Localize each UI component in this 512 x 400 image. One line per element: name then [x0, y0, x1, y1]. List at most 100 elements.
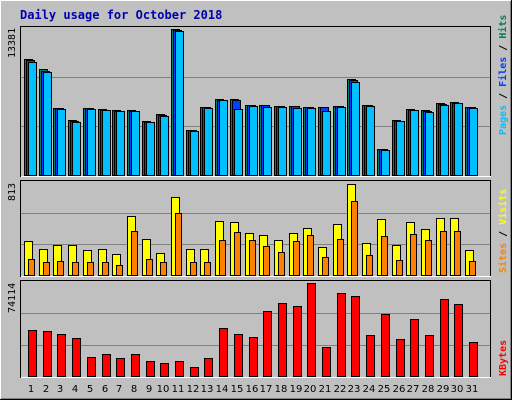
hits-ymax-label: 13381 — [7, 28, 18, 58]
bars — [24, 29, 478, 377]
bar-sites-12 — [190, 262, 197, 276]
bar-sites-6 — [102, 262, 109, 276]
bar-kbytes-30 — [454, 304, 463, 377]
bar-kbytes-17 — [263, 311, 272, 377]
x-label-day-6: 6 — [102, 384, 108, 395]
bar-sites-26 — [396, 260, 403, 276]
bar-sites-9 — [146, 259, 153, 276]
legend-sites: Sites — [497, 243, 509, 273]
bar-kbytes-7 — [116, 358, 125, 377]
x-label-day-4: 4 — [72, 384, 78, 395]
x-label-day-22: 22 — [334, 384, 347, 395]
bar-pages-8 — [131, 111, 140, 176]
bar-pages-22 — [337, 107, 346, 176]
bar-pages-24 — [366, 106, 375, 176]
x-label-day-16: 16 — [246, 384, 259, 395]
x-label-day-14: 14 — [216, 384, 229, 395]
x-label-day-19: 19 — [290, 384, 303, 395]
bar-sites-5 — [87, 262, 94, 276]
bar-sites-30 — [454, 231, 461, 276]
bar-kbytes-16 — [249, 337, 258, 377]
bar-kbytes-27 — [410, 319, 419, 377]
x-label-day-11: 11 — [172, 384, 185, 395]
bar-kbytes-25 — [381, 314, 390, 377]
bar-sites-7 — [116, 265, 123, 276]
kbytes-ymax-label: 74114 — [7, 283, 18, 313]
legend-sites-visits: Sites / Visits — [497, 189, 509, 273]
bar-pages-2 — [43, 72, 52, 176]
bar-pages-25 — [381, 150, 390, 176]
bar-pages-12 — [190, 131, 199, 176]
legend-visits: Visits — [497, 189, 509, 225]
bar-sites-20 — [307, 235, 314, 276]
x-label-day-3: 3 — [57, 384, 63, 395]
x-label-day-31: 31 — [466, 384, 479, 395]
bar-pages-5 — [87, 109, 96, 176]
bar-pages-11 — [175, 31, 184, 176]
bar-kbytes-15 — [234, 334, 243, 377]
bar-sites-15 — [234, 232, 241, 276]
bar-kbytes-28 — [425, 335, 434, 377]
x-label-day-23: 23 — [348, 384, 361, 395]
bar-kbytes-20 — [307, 283, 316, 377]
bar-pages-3 — [57, 109, 66, 176]
x-label-day-5: 5 — [87, 384, 93, 395]
bar-kbytes-18 — [278, 303, 287, 377]
x-label-day-12: 12 — [187, 384, 200, 395]
bar-kbytes-12 — [190, 367, 199, 377]
bar-pages-6 — [102, 110, 111, 176]
bar-pages-21 — [322, 111, 331, 176]
x-label-day-18: 18 — [275, 384, 288, 395]
legend-kbytes: KBytes — [498, 340, 509, 376]
bar-sites-16 — [249, 240, 256, 276]
bar-pages-1 — [28, 62, 37, 176]
bar-kbytes-1 — [28, 330, 37, 377]
bar-pages-9 — [146, 122, 155, 176]
x-label-day-29: 29 — [437, 384, 450, 395]
x-label-day-10: 10 — [157, 384, 170, 395]
bar-kbytes-13 — [204, 358, 213, 377]
bar-kbytes-10 — [160, 363, 169, 377]
bar-kbytes-23 — [351, 296, 360, 377]
bar-pages-4 — [72, 122, 81, 176]
bar-pages-31 — [469, 108, 478, 176]
bar-sites-22 — [337, 239, 344, 276]
x-label-day-17: 17 — [260, 384, 273, 395]
bar-sites-4 — [72, 262, 79, 276]
bar-sites-8 — [131, 231, 138, 276]
bar-sites-24 — [366, 255, 373, 276]
x-label-day-8: 8 — [131, 384, 137, 395]
panel-visits — [20, 180, 491, 277]
bar-sites-19 — [293, 241, 300, 276]
bar-sites-17 — [263, 246, 270, 276]
bar-pages-29 — [440, 105, 449, 176]
bar-sites-14 — [219, 240, 226, 276]
legend-files: Files — [497, 57, 509, 87]
bar-pages-20 — [307, 108, 316, 176]
bar-sites-10 — [160, 262, 167, 276]
bar-kbytes-5 — [87, 357, 96, 377]
bar-kbytes-31 — [469, 342, 478, 377]
bar-sites-31 — [469, 261, 476, 276]
x-label-day-24: 24 — [363, 384, 376, 395]
legend-pages: Pages — [498, 105, 509, 135]
x-axis-labels: 1 2 3 4 5 6 7 8 9 10 11 12 13 14 15 16 17 18 19 20 21 22 23 24 2… — [28, 384, 479, 395]
bar-kbytes-9 — [146, 361, 155, 377]
bar-pages-10 — [160, 116, 169, 176]
bar-pages-26 — [396, 121, 405, 176]
bar-kbytes-21 — [322, 347, 331, 377]
x-label-day-21: 21 — [319, 384, 332, 395]
panel-hits — [20, 26, 491, 177]
bar-pages-13 — [204, 108, 213, 176]
bar-kbytes-19 — [293, 306, 302, 377]
bar-pages-18 — [278, 107, 287, 176]
x-label-day-30: 30 — [451, 384, 464, 395]
bar-kbytes-11 — [175, 361, 184, 377]
bar-pages-19 — [293, 108, 302, 176]
x-label-day-27: 27 — [407, 384, 420, 395]
bar-pages-7 — [116, 111, 125, 176]
bar-kbytes-8 — [131, 354, 140, 377]
x-label-day-28: 28 — [422, 384, 435, 395]
x-label-day-25: 25 — [378, 384, 391, 395]
